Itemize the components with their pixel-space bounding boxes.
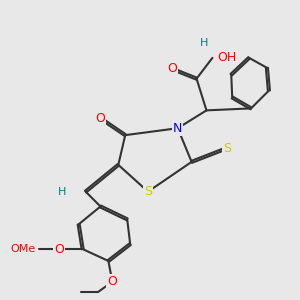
Text: O: O [107, 275, 117, 288]
Text: H: H [200, 38, 209, 48]
Text: OMe: OMe [11, 244, 36, 254]
Text: O: O [95, 112, 105, 125]
Text: S: S [223, 142, 231, 154]
Text: S: S [144, 185, 152, 198]
Text: O: O [54, 243, 64, 256]
Text: OH: OH [217, 51, 236, 64]
Text: N: N [173, 122, 182, 135]
Text: O: O [167, 62, 177, 75]
Text: H: H [57, 187, 66, 196]
